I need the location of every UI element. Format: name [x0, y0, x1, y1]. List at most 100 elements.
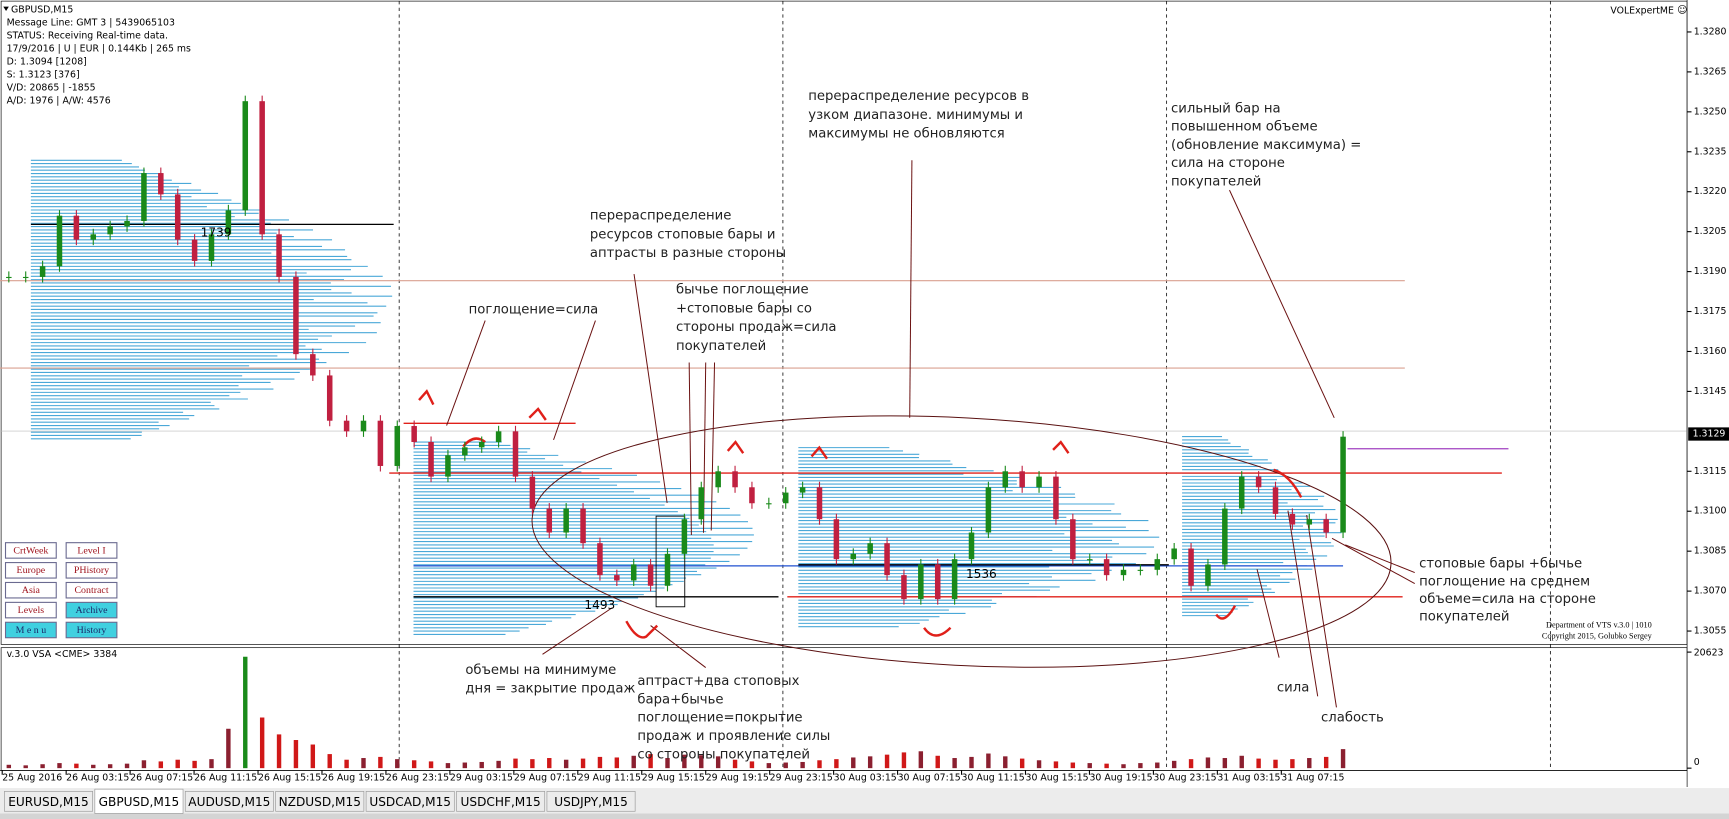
symbol-tab[interactable]: USDJPY,M15: [546, 791, 636, 812]
candle-body: [174, 194, 181, 240]
content: 1.3280 1.3265 1.3250 1.3235 1.3220 1.3205 1.31…: [1, 4, 1729, 814]
price-tick-label: 1.3145: [1694, 386, 1727, 397]
volume-bar: [699, 755, 704, 769]
button-frame: [4, 581, 57, 599]
volume-bar: [986, 753, 991, 769]
tab-frame: [94, 788, 184, 814]
panel-button[interactable]: Level I: [65, 542, 118, 559]
candle-body: [107, 226, 113, 235]
info-line: 17/9/2016 | U | EUR | 0.144Kb | 265 ms: [7, 44, 191, 55]
candle-body: [749, 487, 755, 504]
panel-button[interactable]: Archive: [65, 601, 118, 619]
candle-body: [1171, 548, 1177, 560]
volume-bar: [141, 760, 147, 769]
candle-body: [310, 354, 316, 376]
annotation-text: объемы на минимуме: [465, 662, 616, 678]
volume-bar: [918, 751, 924, 769]
volume-bar: [378, 756, 383, 769]
button-label: PHistory: [74, 565, 109, 576]
volume-bar: [462, 762, 468, 769]
candle-body: [1222, 508, 1228, 565]
annotation-text: сильный бар на: [1171, 100, 1281, 116]
volume-bar: [1171, 760, 1177, 769]
volume-bar: [1070, 762, 1076, 769]
levels: [0, 223, 1688, 598]
symbol-tab[interactable]: EURUSD,M15: [4, 791, 93, 812]
button-label: Contract: [74, 585, 108, 596]
menu-arrow: [3, 6, 9, 12]
candle-body: [563, 508, 569, 533]
volume-bar: [732, 759, 738, 769]
candle-body: [918, 564, 924, 600]
volume-bar: [682, 754, 687, 769]
volume-bar: [209, 759, 214, 769]
price-tick-label: 1.3190: [1694, 266, 1727, 277]
volume-bar: [952, 758, 957, 769]
profile-label: 1739: [201, 226, 232, 240]
candle-body: [56, 215, 63, 267]
panel-button[interactable]: Levels: [4, 601, 57, 619]
panel-button[interactable]: Asia: [4, 581, 57, 599]
panel-button[interactable]: M e n u: [4, 621, 57, 639]
volume-bar: [834, 759, 839, 769]
volume-bar: [1003, 756, 1008, 769]
button-frame: [65, 581, 118, 599]
candle-body: [1154, 559, 1161, 570]
candle-body: [985, 487, 992, 533]
button-frame: [4, 621, 57, 639]
panel-button[interactable]: PHistory: [65, 562, 118, 579]
candle-body: [1306, 519, 1313, 525]
volume-bar: [1188, 759, 1194, 769]
symbol-tab[interactable]: USDCAD,M15: [365, 791, 455, 812]
symbol-tab[interactable]: GBPUSD,M15: [94, 788, 184, 814]
candle-body: [647, 564, 654, 586]
panel-button[interactable]: CrtWeek: [4, 542, 57, 559]
volume-bar: [327, 754, 332, 769]
candle-body: [630, 564, 637, 581]
time-label: 26 Aug 03:15: [66, 773, 129, 784]
volume-bar: [1205, 757, 1211, 769]
symbol-tab[interactable]: NZDUSD,M15: [275, 791, 365, 812]
volume-bar: [395, 759, 400, 769]
price-tick-label: 1.3265: [1694, 66, 1727, 77]
panel-button[interactable]: Europe: [4, 562, 57, 579]
volume-tick-label: 20623: [1694, 648, 1724, 659]
candle-body: [1272, 487, 1279, 514]
volume-bar: [226, 728, 231, 769]
candle-body: [1238, 476, 1245, 509]
annotation-text: слабость: [1321, 709, 1384, 725]
scrollbar: [0, 813, 1729, 819]
price-axis-bg: [1687, 0, 1729, 787]
day-separators: [398, 1, 1551, 771]
candle-body: [225, 210, 232, 235]
tab-frame: [456, 791, 546, 812]
candle-body: [242, 101, 249, 211]
volume-bar: [648, 754, 653, 769]
candle-body: [529, 476, 536, 509]
candle-body: [6, 276, 12, 279]
time-label: 29 Aug 15:15: [642, 773, 705, 784]
volume-bar: [715, 756, 721, 769]
button-label: Levels: [18, 605, 45, 616]
panel-button[interactable]: Contract: [65, 581, 118, 599]
symbol-tab[interactable]: USDCHF,M15: [456, 791, 546, 812]
candle-body: [968, 532, 975, 560]
time-label: 26 Aug 19:15: [322, 773, 385, 784]
price-tick-label: 1.3160: [1694, 346, 1727, 357]
volume-bar: [530, 759, 535, 769]
volume-bar: [6, 764, 12, 769]
time-label: 26 Aug 07:15: [130, 773, 193, 784]
panel-button[interactable]: History: [65, 621, 118, 639]
current-price-label: 1.3129: [1693, 429, 1726, 440]
candle-body: [681, 519, 688, 554]
current-price-box: [1688, 427, 1729, 441]
volume-tick-label: 0: [1694, 757, 1700, 768]
volume-bar: [597, 756, 603, 769]
candle-body: [360, 420, 367, 432]
volume-bar: [1340, 749, 1346, 769]
volume-bar: [1019, 758, 1025, 769]
symbol-tab[interactable]: AUDUSD,M15: [184, 791, 274, 812]
volume-bar: [276, 734, 282, 769]
close-icon[interactable]: ☺: [1677, 5, 1687, 16]
